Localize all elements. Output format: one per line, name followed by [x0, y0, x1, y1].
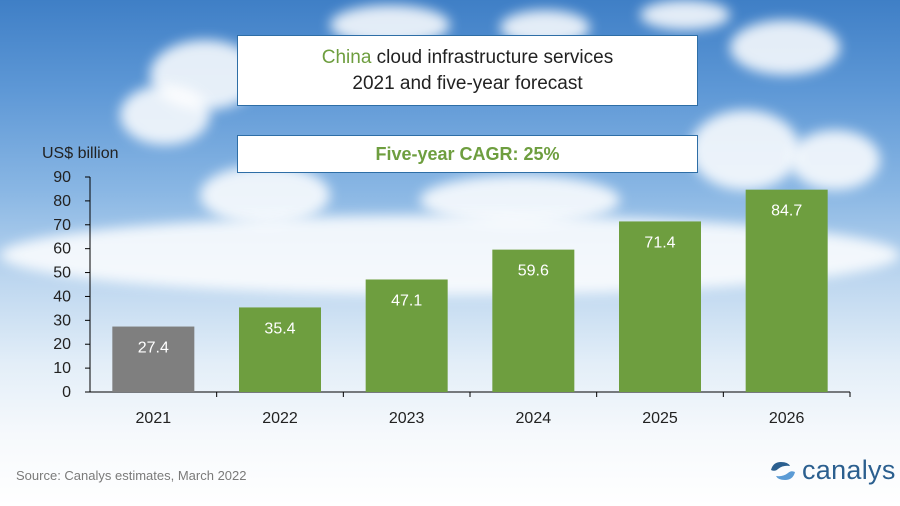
y-tick-label: 50	[53, 265, 71, 282]
y-axis-label: US$ billion	[42, 145, 119, 162]
data-label-2023: 47.1	[391, 292, 422, 309]
cloud-decoration	[790, 130, 880, 190]
cloud-decoration	[690, 110, 800, 190]
y-tick-label: 0	[62, 384, 71, 401]
x-tick-label-2022: 2022	[262, 410, 298, 427]
canalys-logo-icon	[771, 461, 795, 480]
x-tick-label-2024: 2024	[516, 410, 552, 427]
title-line-1-rest: cloud infrastructure services	[371, 46, 614, 68]
title-accent: China	[321, 46, 372, 68]
cloud-decoration	[640, 0, 730, 30]
title-line-2: 2021 and five-year forecast	[352, 72, 583, 94]
cagr-label: Five-year CAGR: 25%	[375, 143, 560, 164]
x-tick-label-2023: 2023	[389, 410, 425, 427]
cloud-decoration	[120, 85, 210, 145]
data-label-2025: 71.4	[644, 234, 675, 251]
cagr-callout: Five-year CAGR: 25%	[237, 135, 698, 173]
bar-2025	[619, 221, 701, 392]
data-label-2026: 84.7	[771, 203, 802, 220]
cloud-decoration	[730, 20, 840, 75]
y-tick-label: 80	[53, 193, 71, 210]
logo-text: canalys	[802, 455, 896, 485]
source-note: Source: Canalys estimates, March 2022	[16, 468, 247, 483]
title-line-1: China cloud infrastructure services	[322, 45, 613, 71]
y-tick-label: 10	[53, 360, 71, 377]
x-tick-label-2026: 2026	[769, 410, 805, 427]
chart-title: China cloud infrastructure services 2021…	[237, 35, 698, 106]
data-label-2021: 27.4	[138, 340, 169, 357]
y-tick-label: 20	[53, 336, 71, 353]
y-tick-label: 90	[53, 169, 71, 186]
cloud-decoration	[200, 165, 330, 225]
y-tick-label: 40	[53, 288, 71, 305]
y-tick-label: 70	[53, 217, 71, 234]
data-label-2024: 59.6	[518, 263, 549, 280]
x-tick-label-2021: 2021	[136, 410, 172, 427]
canalys-logo: canalys	[768, 455, 896, 486]
bar-2026	[745, 189, 828, 392]
x-tick-label-2025: 2025	[642, 410, 678, 427]
bar-2023	[365, 279, 448, 392]
data-label-2022: 35.4	[264, 320, 295, 337]
bar-2021	[112, 326, 195, 392]
bar-2022	[239, 307, 321, 392]
bar-2024	[492, 249, 575, 392]
y-tick-label: 30	[53, 312, 71, 329]
y-tick-label: 60	[53, 241, 71, 258]
